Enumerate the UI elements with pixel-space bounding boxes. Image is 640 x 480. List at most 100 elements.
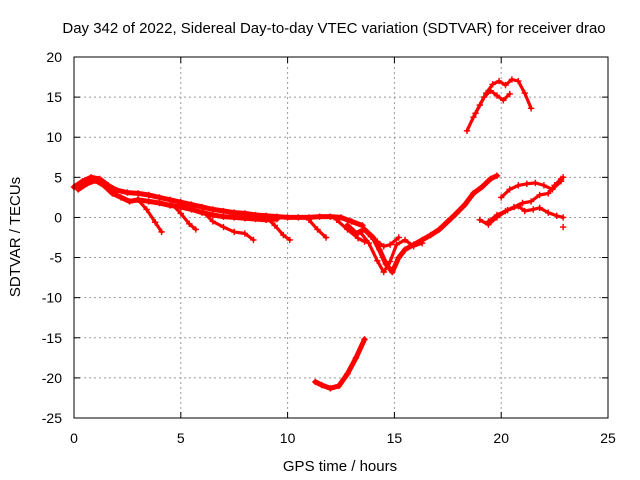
data-point	[498, 194, 505, 201]
series-main-band	[70, 174, 366, 229]
data-point	[557, 178, 565, 185]
data-point	[519, 199, 526, 207]
data-point	[134, 196, 142, 203]
data-point	[113, 186, 120, 194]
data-point	[92, 177, 99, 184]
y-tick-label: -15	[42, 330, 62, 346]
series-dip-5	[305, 216, 330, 241]
data-point	[521, 207, 528, 215]
x-tick-label: 10	[280, 430, 296, 446]
data-point	[177, 203, 184, 211]
data-point	[109, 190, 116, 197]
data-point	[284, 214, 291, 221]
data-point	[124, 189, 131, 196]
y-tick-label: 10	[46, 129, 62, 145]
data-point	[209, 218, 217, 225]
data-point	[327, 385, 334, 392]
x-tick-label: 5	[177, 430, 185, 446]
data-point	[515, 77, 522, 85]
data-point	[410, 243, 417, 250]
data-point	[357, 228, 364, 236]
data-point	[536, 191, 543, 199]
data-point	[418, 239, 426, 247]
data-point	[271, 222, 278, 229]
series-line	[474, 89, 512, 115]
data-point	[487, 87, 494, 94]
data-point	[536, 204, 543, 212]
data-point	[354, 235, 362, 242]
data-point	[540, 182, 548, 189]
data-point	[515, 182, 522, 189]
data-point	[532, 179, 539, 187]
data-point	[117, 194, 125, 201]
data-point	[367, 233, 375, 240]
data-point	[335, 382, 343, 390]
data-point	[87, 174, 95, 181]
data-point	[314, 226, 321, 233]
data-point	[337, 214, 345, 221]
x-tick-label: 20	[493, 430, 509, 446]
data-point	[327, 213, 334, 220]
y-tick-label: -5	[50, 250, 63, 266]
series-evening-3	[476, 203, 567, 228]
data-point	[322, 234, 330, 241]
data-point	[453, 210, 460, 217]
data-point	[544, 190, 552, 197]
data-point	[220, 213, 227, 220]
data-point	[470, 113, 477, 121]
data-point	[553, 212, 560, 220]
data-point	[527, 105, 535, 112]
data-point	[461, 201, 469, 208]
data-point	[476, 216, 484, 224]
data-point	[166, 196, 174, 203]
data-point	[395, 254, 402, 261]
data-point	[508, 76, 516, 83]
data-point	[344, 370, 351, 378]
data-point	[198, 207, 206, 215]
data-point	[352, 354, 360, 362]
data-point	[188, 206, 195, 213]
data-point	[470, 190, 477, 197]
data-point	[83, 180, 91, 187]
data-point	[527, 198, 535, 205]
data-point	[549, 186, 556, 193]
data-point	[177, 210, 184, 217]
data-point	[151, 219, 159, 226]
series-dip-3	[198, 207, 257, 244]
series-line	[170, 203, 198, 232]
series-dip-1	[134, 196, 165, 236]
data-point	[361, 226, 368, 233]
data-point	[344, 222, 351, 229]
series-dip-4	[263, 214, 293, 244]
data-point	[436, 226, 443, 233]
data-point	[380, 243, 387, 250]
series-trough-3	[367, 233, 402, 250]
data-point	[220, 207, 227, 215]
data-point	[231, 214, 238, 221]
data-point	[365, 239, 372, 247]
data-point	[487, 175, 494, 183]
data-point	[75, 186, 82, 193]
x-tick-label: 0	[70, 430, 78, 446]
data-point	[493, 172, 501, 179]
data-point	[169, 201, 176, 208]
data-point	[401, 236, 409, 244]
data-point	[100, 182, 108, 189]
data-point	[361, 336, 368, 343]
data-point	[504, 207, 511, 214]
data-point	[478, 183, 486, 191]
y-tick-label: -20	[42, 370, 62, 386]
data-point	[401, 246, 409, 253]
y-tick-label: -10	[42, 290, 62, 306]
y-tick-label: 0	[54, 209, 62, 225]
data-point	[348, 218, 355, 225]
data-point	[252, 215, 259, 223]
data-point	[374, 238, 381, 245]
data-point	[493, 214, 501, 221]
data-point	[126, 198, 133, 205]
data-point	[480, 93, 488, 101]
data-point	[444, 218, 451, 225]
data-point	[493, 92, 501, 99]
data-point	[472, 109, 479, 117]
